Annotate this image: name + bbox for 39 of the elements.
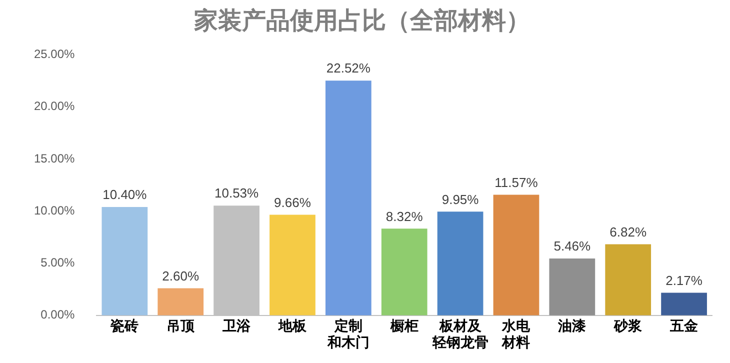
y-tick-label: 25.00% [34, 47, 76, 62]
bar [102, 206, 148, 316]
x-tick-label: 定制和木门 [326, 317, 370, 352]
y-tick-label: 20.00% [34, 99, 76, 114]
data-label: 9.66% [274, 194, 312, 210]
x-tick-label: 油漆 [557, 318, 588, 334]
data-label: 5.46% [554, 238, 592, 254]
x-tick-label: 水电材料 [501, 318, 532, 352]
bar [381, 228, 428, 316]
data-label: 10.40% [102, 187, 148, 202]
x-tick-label: 板材及轻钢龙骨 [431, 318, 488, 352]
chart-title: 家装产品使用占比（全部材料） [193, 6, 530, 35]
bar [661, 292, 707, 316]
bar [493, 194, 540, 316]
x-tick-label: 卫浴 [222, 318, 252, 334]
data-label: 22.52% [326, 60, 371, 76]
data-label: 11.57% [494, 174, 538, 190]
y-tick-label: 5.00% [40, 256, 76, 270]
x-tick-label: 五金 [669, 318, 700, 334]
x-tick-label: 瓷砖 [110, 318, 139, 334]
bar [605, 244, 652, 316]
x-tick-label: 橱柜 [389, 318, 418, 334]
bar [158, 288, 204, 316]
data-label: 6.82% [610, 224, 647, 240]
bar [270, 214, 316, 316]
bar [437, 212, 484, 316]
x-tick-label: 砂浆 [613, 318, 642, 334]
y-tick-label: 10.00% [34, 203, 76, 218]
data-label: 2.17% [666, 272, 703, 288]
x-tick-label: 吊顶 [166, 318, 196, 334]
y-tick-label: 15.00% [34, 151, 76, 166]
x-tick-label: 地板 [277, 318, 308, 334]
data-label: 2.60% [162, 268, 200, 284]
bar [325, 80, 372, 316]
y-tick-label: 0.00% [40, 308, 76, 322]
data-label: 10.53% [214, 186, 260, 201]
bar [549, 258, 596, 316]
data-label: 9.95% [442, 192, 480, 207]
data-label: 8.32% [386, 208, 424, 224]
